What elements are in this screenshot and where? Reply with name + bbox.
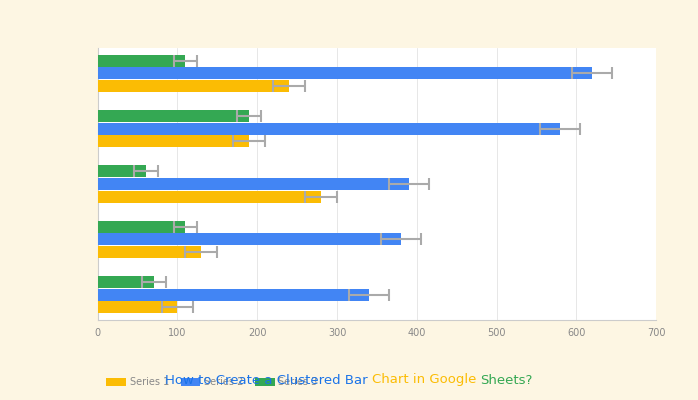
Bar (98, 80, 289, 92)
Bar (98, 178, 409, 190)
Bar (98, 55, 186, 66)
Bar (98, 289, 369, 301)
Bar (98, 276, 154, 288)
Legend: Series 1, Series 2, Series 3: Series 1, Series 2, Series 3 (103, 374, 322, 391)
Bar (98, 191, 321, 202)
Bar (98, 166, 146, 177)
Bar (98, 302, 177, 313)
Text: Chart in Google: Chart in Google (372, 374, 480, 386)
Text: How to Create a Clustered Bar: How to Create a Clustered Bar (165, 374, 372, 386)
Bar (98, 234, 401, 245)
Bar (98, 110, 249, 122)
Bar (98, 123, 560, 134)
Text: Sheets?: Sheets? (480, 374, 533, 386)
Bar (98, 221, 186, 233)
Bar (98, 246, 202, 258)
Bar (98, 67, 593, 79)
Bar (98, 135, 249, 147)
